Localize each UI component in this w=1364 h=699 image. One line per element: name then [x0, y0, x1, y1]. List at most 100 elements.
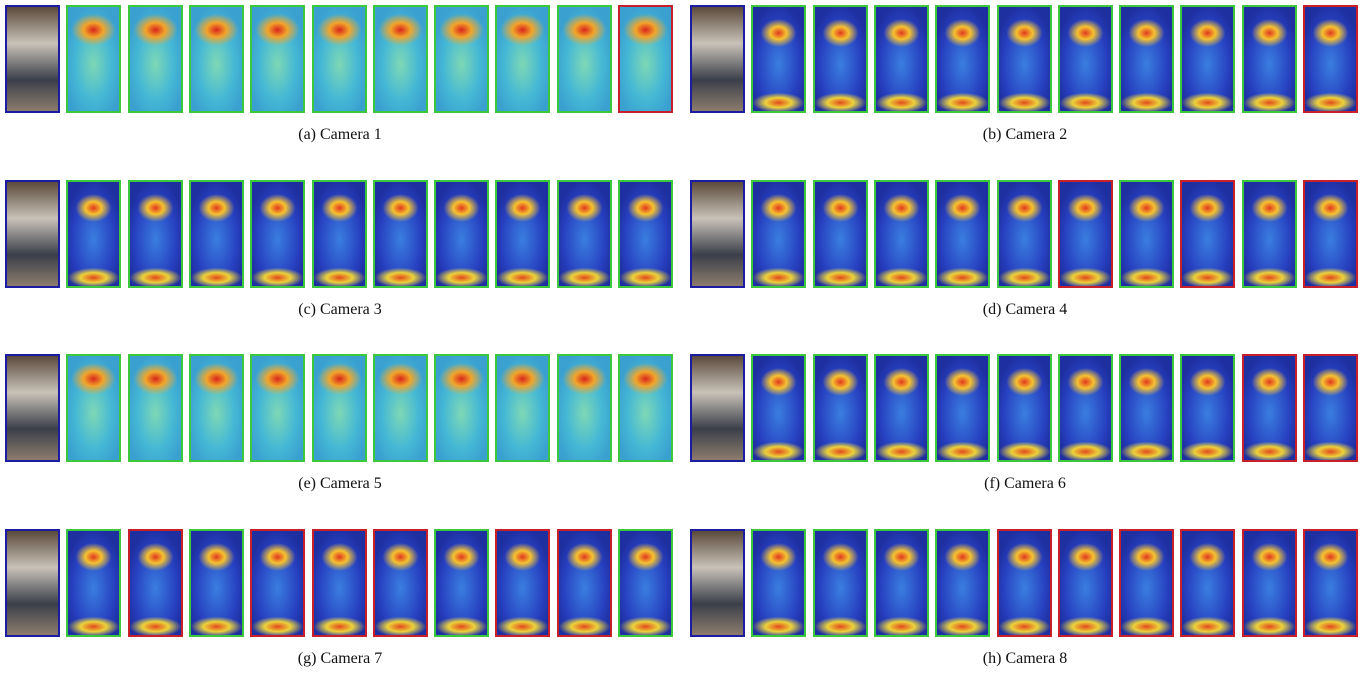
result-image	[128, 354, 183, 462]
result-image	[1058, 529, 1113, 637]
result-image	[751, 529, 806, 637]
panel: (e) Camera 5	[5, 354, 675, 524]
result-image	[618, 529, 673, 637]
result-image	[1242, 529, 1297, 637]
result-image	[1303, 529, 1358, 637]
result-image	[1119, 180, 1174, 288]
result-image	[935, 529, 990, 637]
result-image	[250, 5, 305, 113]
caption: (d) Camera 4	[690, 301, 1360, 319]
panel: (h) Camera 8	[690, 529, 1360, 699]
figure: {"panels": [ {"caption": "(a) Camera 1",…	[0, 0, 1364, 677]
result-image	[128, 529, 183, 637]
panel: (f) Camera 6	[690, 354, 1360, 524]
result-image	[1180, 354, 1235, 462]
result-image	[935, 5, 990, 113]
result-image	[557, 180, 612, 288]
result-image	[189, 529, 244, 637]
result-image	[997, 5, 1052, 113]
result-image	[434, 529, 489, 637]
panel: (d) Camera 4	[690, 180, 1360, 350]
query-image	[690, 5, 745, 113]
result-image	[373, 180, 428, 288]
result-image	[250, 180, 305, 288]
result-image	[1242, 180, 1297, 288]
result-image	[1058, 180, 1113, 288]
result-image	[312, 354, 367, 462]
result-image	[618, 5, 673, 113]
result-image	[373, 5, 428, 113]
caption: (f) Camera 6	[690, 475, 1360, 493]
query-image	[5, 354, 60, 462]
result-image	[874, 354, 929, 462]
result-image	[495, 180, 550, 288]
result-image	[751, 354, 806, 462]
result-image	[1058, 5, 1113, 113]
result-image	[751, 180, 806, 288]
caption: (g) Camera 7	[5, 650, 675, 668]
result-image	[189, 354, 244, 462]
query-image	[690, 354, 745, 462]
caption: (e) Camera 5	[5, 475, 675, 493]
query-image	[690, 529, 745, 637]
query-image	[5, 180, 60, 288]
caption: (h) Camera 8	[690, 650, 1360, 668]
result-image	[373, 529, 428, 637]
result-image	[997, 180, 1052, 288]
result-image	[813, 529, 868, 637]
result-image	[66, 180, 121, 288]
result-image	[813, 180, 868, 288]
panel: (a) Camera 1	[5, 5, 675, 175]
result-image	[66, 5, 121, 113]
result-image	[373, 354, 428, 462]
result-image	[434, 354, 489, 462]
result-image	[250, 354, 305, 462]
result-image	[557, 5, 612, 113]
result-image	[128, 180, 183, 288]
result-image	[495, 5, 550, 113]
result-image	[66, 529, 121, 637]
result-image	[1303, 354, 1358, 462]
result-image	[1242, 354, 1297, 462]
result-image	[1180, 5, 1235, 113]
result-image	[312, 5, 367, 113]
result-image	[434, 5, 489, 113]
caption: (c) Camera 3	[5, 301, 675, 319]
result-image	[618, 180, 673, 288]
result-image	[312, 180, 367, 288]
query-image	[5, 529, 60, 637]
result-image	[434, 180, 489, 288]
result-image	[495, 354, 550, 462]
panel: (g) Camera 7	[5, 529, 675, 699]
result-image	[874, 529, 929, 637]
panel: (b) Camera 2	[690, 5, 1360, 175]
result-image	[557, 529, 612, 637]
result-image	[250, 529, 305, 637]
result-image	[189, 180, 244, 288]
result-image	[312, 529, 367, 637]
result-image	[495, 529, 550, 637]
result-image	[997, 529, 1052, 637]
result-image	[813, 354, 868, 462]
result-image	[997, 354, 1052, 462]
result-image	[935, 180, 990, 288]
result-image	[874, 180, 929, 288]
caption: (a) Camera 1	[5, 126, 675, 144]
result-image	[618, 354, 673, 462]
result-image	[1303, 5, 1358, 113]
result-image	[1180, 529, 1235, 637]
result-image	[1119, 5, 1174, 113]
result-image	[557, 354, 612, 462]
result-image	[1119, 354, 1174, 462]
result-image	[1303, 180, 1358, 288]
result-image	[66, 354, 121, 462]
result-image	[1058, 354, 1113, 462]
query-image	[690, 180, 745, 288]
result-image	[874, 5, 929, 113]
result-image	[1119, 529, 1174, 637]
result-image	[751, 5, 806, 113]
panel: (c) Camera 3	[5, 180, 675, 350]
result-image	[935, 354, 990, 462]
result-image	[128, 5, 183, 113]
result-image	[1242, 5, 1297, 113]
